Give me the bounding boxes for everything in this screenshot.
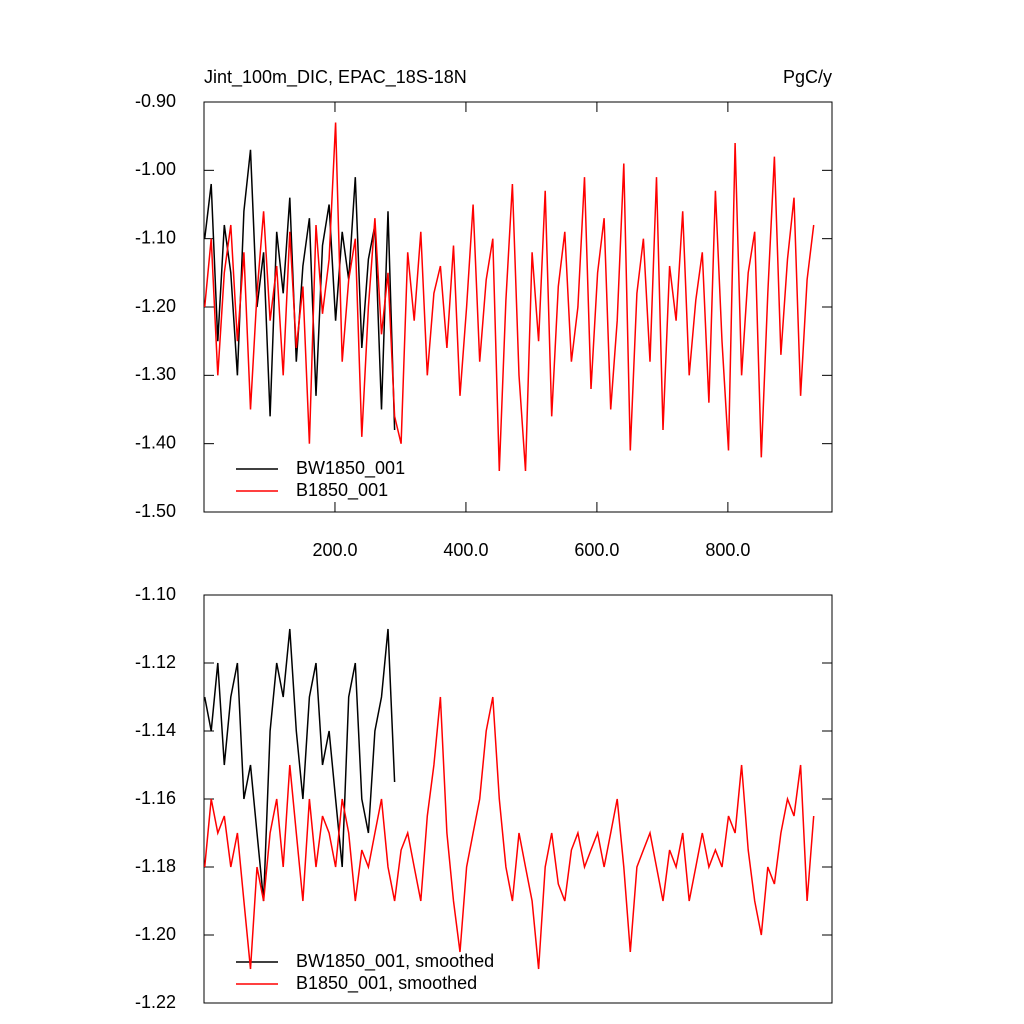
y-tick-label: -1.10	[135, 584, 176, 604]
legend-label: B1850_001	[296, 480, 388, 501]
y-tick-label: -0.90	[135, 91, 176, 111]
y-tick-label: -1.18	[135, 856, 176, 876]
data-line	[203, 149, 396, 431]
units-label: PgC/y	[783, 67, 832, 87]
y-tick-label: -1.16	[135, 788, 176, 808]
chart-title: Jint_100m_DIC, EPAC_18S-18N	[204, 67, 467, 88]
y-tick-label: -1.22	[135, 992, 176, 1012]
y-tick-label: -1.14	[135, 720, 176, 740]
data-line	[203, 696, 815, 970]
legend-label: BW1850_001	[296, 458, 405, 479]
y-tick-label: -1.50	[135, 501, 176, 521]
y-tick-label: -1.40	[135, 432, 176, 452]
y-tick-label: -1.12	[135, 652, 176, 672]
data-line	[203, 628, 396, 902]
y-tick-label: -1.20	[135, 296, 176, 316]
x-tick-label: 400.0	[443, 540, 488, 560]
legend-label: B1850_001, smoothed	[296, 973, 477, 994]
plot-frame	[203, 101, 833, 513]
y-tick-label: -1.00	[135, 159, 176, 179]
x-tick-label: 800.0	[705, 540, 750, 560]
x-tick-label: 200.0	[312, 540, 357, 560]
legend-label: BW1850_001, smoothed	[296, 951, 494, 972]
y-tick-label: -1.30	[135, 364, 176, 384]
y-tick-label: -1.10	[135, 227, 176, 247]
y-tick-label: -1.20	[135, 924, 176, 944]
x-tick-label: 600.0	[574, 540, 619, 560]
data-line	[203, 122, 815, 472]
